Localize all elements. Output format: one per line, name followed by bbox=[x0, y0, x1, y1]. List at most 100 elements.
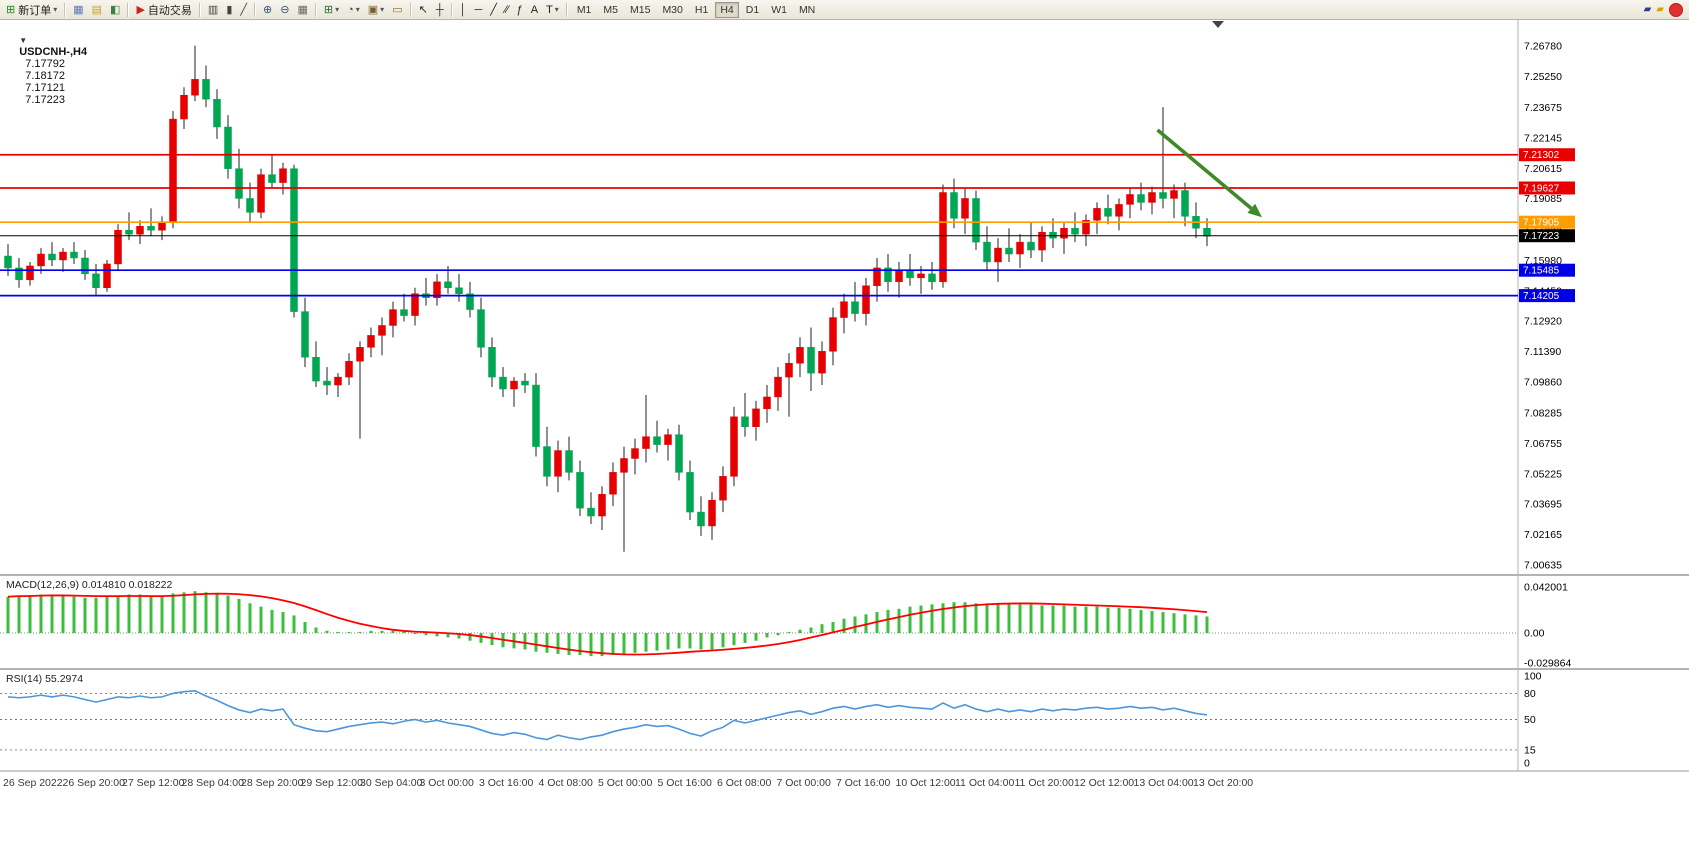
svg-text:7.21302: 7.21302 bbox=[1523, 150, 1560, 161]
timeframe-m5-button[interactable]: M5 bbox=[603, 3, 618, 16]
time-axis-label: 28 Sep 20:00 bbox=[241, 777, 304, 789]
timeframe-w1-button[interactable]: W1 bbox=[771, 3, 787, 16]
trend-arrow[interactable] bbox=[1156, 128, 1253, 210]
profiles-icon-button[interactable]: ▤ bbox=[88, 1, 106, 19]
trendline-icon-button[interactable]: ╱ bbox=[486, 1, 501, 19]
arrows-tool-icon-button[interactable]: T ▾ bbox=[542, 1, 563, 19]
toolbar-separator bbox=[254, 2, 257, 17]
crosshair-icon-button[interactable]: ┼ bbox=[432, 1, 448, 19]
zoom-in-icon: ⊕ bbox=[263, 3, 273, 16]
mini-alert-icon[interactable]: ▰ bbox=[1656, 3, 1664, 15]
zoom-out-icon: ⊖ bbox=[280, 3, 290, 16]
new-chart-dropdown-icon[interactable]: ▾ bbox=[335, 5, 340, 14]
price-axis-tick: 7.05225 bbox=[1524, 468, 1562, 480]
time-axis-label: 13 Oct 04:00 bbox=[1134, 777, 1194, 789]
time-axis-label: 26 Sep 20:00 bbox=[63, 777, 126, 789]
tile-windows-icon: ▦ bbox=[297, 3, 308, 16]
periods-dropdown-icon[interactable]: ▾ bbox=[355, 5, 360, 14]
svg-text:7.14205: 7.14205 bbox=[1523, 291, 1560, 302]
rsi-axis-tick: 0 bbox=[1524, 758, 1530, 770]
charts-grid-icon-button[interactable]: ▦ bbox=[69, 1, 87, 19]
mailbox-icon-button[interactable]: ▭ bbox=[388, 1, 406, 19]
time-axis-label: 26 Sep 2022 bbox=[3, 777, 63, 789]
cursor-icon-button[interactable]: ↖ bbox=[415, 1, 432, 19]
time-axis-label: 4 Oct 08:00 bbox=[539, 777, 593, 789]
toolbar-right-icons: ▰ ▰ bbox=[1643, 2, 1687, 17]
line-chart-type-icon-button[interactable]: ╱ bbox=[236, 1, 251, 19]
new-order-button[interactable]: ⊞ 新订单 ▾ bbox=[2, 1, 61, 19]
time-axis-label: 11 Oct 04:00 bbox=[955, 777, 1015, 789]
candlestick-chart-type-icon-button[interactable]: ▮ bbox=[222, 1, 236, 19]
ohlc-low: 7.17121 bbox=[25, 82, 65, 94]
price-axis-tick: 7.06755 bbox=[1524, 438, 1562, 450]
new-order-icon: ⊞ bbox=[6, 3, 16, 16]
templates-dropdown-icon[interactable]: ▾ bbox=[380, 5, 385, 14]
time-axis-label: 12 Oct 12:00 bbox=[1074, 777, 1134, 789]
macd-histogram bbox=[6, 591, 1209, 657]
price-axis-tick: 7.26780 bbox=[1524, 41, 1562, 53]
new-chart-icon: ⊞ bbox=[323, 3, 334, 16]
timeframe-m15-button[interactable]: M15 bbox=[630, 3, 651, 16]
price-tag-7.14205: 7.14205 bbox=[1519, 289, 1575, 303]
data-window-icon: ◧ bbox=[110, 3, 121, 16]
timeframe-d1-button[interactable]: D1 bbox=[745, 3, 760, 16]
notification-icon[interactable] bbox=[1669, 2, 1683, 17]
ohlc-close: 7.17223 bbox=[25, 94, 65, 106]
toolbar-separator bbox=[565, 2, 568, 17]
new-order-dropdown-icon[interactable]: ▾ bbox=[53, 5, 58, 14]
horizontal-line-icon-button[interactable]: ─ bbox=[470, 1, 486, 19]
text-label-icon-button[interactable]: A bbox=[527, 1, 542, 19]
timeframe-m1-button[interactable]: M1 bbox=[576, 3, 592, 16]
price-axis-tick: 7.23675 bbox=[1524, 102, 1562, 114]
symbol-ohlc-header: ▼ USDCNH-,H4 7.17792 7.18172 7.17121 7.1… bbox=[7, 22, 87, 118]
price-axis-tick: 7.00635 bbox=[1524, 559, 1562, 571]
periods-icon-button[interactable]: ◔ ▾ bbox=[343, 1, 364, 19]
chart-shift-marker[interactable] bbox=[1212, 21, 1224, 28]
auto-trading-label: 自动交易 bbox=[147, 4, 192, 17]
one-click-trading-toggle-icon[interactable]: ▼ bbox=[19, 36, 28, 45]
timeframe-h1-button[interactable]: H1 bbox=[694, 3, 709, 16]
charts-grid-icon: ▦ bbox=[73, 3, 84, 16]
time-axis-label: 6 Oct 08:00 bbox=[717, 777, 771, 789]
symbol-name: USDCNH-,H4 bbox=[19, 46, 88, 58]
time-axis-label: 7 Oct 16:00 bbox=[836, 777, 890, 789]
equidistant-channel-icon-button[interactable]: ∕∕ bbox=[501, 1, 513, 19]
macd-axis-tick: 0.042001 bbox=[1524, 581, 1568, 593]
bar-chart-type-icon-button[interactable]: ▥ bbox=[204, 1, 222, 19]
periods-icon: ◔ bbox=[347, 3, 354, 16]
toolbar-separator bbox=[198, 2, 201, 17]
mini-chart-icon[interactable]: ▰ bbox=[1643, 3, 1652, 15]
macd-axis-tick: -0.029864 bbox=[1524, 658, 1571, 670]
arrows-tool-icon: T bbox=[546, 3, 553, 16]
timeframe-mn-button[interactable]: MN bbox=[798, 3, 816, 16]
vertical-line-icon-button[interactable]: │ bbox=[456, 1, 471, 19]
price-axis-tick: 7.19085 bbox=[1524, 193, 1562, 205]
arrows-tool-dropdown-icon[interactable]: ▾ bbox=[554, 5, 559, 14]
svg-text:7.17223: 7.17223 bbox=[1523, 231, 1560, 242]
time-axis-label: 3 Oct 16:00 bbox=[479, 777, 533, 789]
zoom-out-icon-button[interactable]: ⊖ bbox=[276, 1, 293, 19]
templates-icon-button[interactable]: ▣ ▾ bbox=[364, 1, 388, 19]
rsi-axis-tick: 100 bbox=[1524, 671, 1542, 683]
fibonacci-icon-button[interactable]: ƒ bbox=[513, 1, 527, 19]
trendline-icon: ╱ bbox=[490, 3, 497, 16]
auto-trading-button[interactable]: ▶ 自动交易 bbox=[132, 1, 195, 19]
svg-text:7.17905: 7.17905 bbox=[1523, 218, 1560, 229]
rsi-line bbox=[7, 689, 1208, 741]
new-chart-icon-button[interactable]: ⊞ ▾ bbox=[320, 1, 343, 19]
data-window-icon-button[interactable]: ◧ bbox=[106, 1, 124, 19]
profiles-icon: ▤ bbox=[91, 3, 103, 16]
time-axis-label: 27 Sep 12:00 bbox=[122, 777, 185, 789]
price-axis-tick: 7.11390 bbox=[1524, 346, 1561, 358]
timeframe-h4-button[interactable]: H4 bbox=[715, 1, 739, 18]
toolbar-separator bbox=[409, 2, 412, 17]
time-axis-label: 30 Sep 04:00 bbox=[360, 777, 423, 789]
price-axis-tick: 7.08285 bbox=[1524, 408, 1562, 420]
price-tag-7.17905: 7.17905 bbox=[1519, 215, 1575, 229]
text-label-icon: A bbox=[530, 3, 539, 16]
zoom-in-icon-button[interactable]: ⊕ bbox=[259, 1, 276, 19]
rsi-axis-tick: 50 bbox=[1524, 714, 1536, 726]
toolbar-separator bbox=[64, 2, 67, 17]
timeframe-m30-button[interactable]: M30 bbox=[662, 3, 683, 16]
tile-windows-icon-button[interactable]: ▦ bbox=[293, 1, 311, 19]
